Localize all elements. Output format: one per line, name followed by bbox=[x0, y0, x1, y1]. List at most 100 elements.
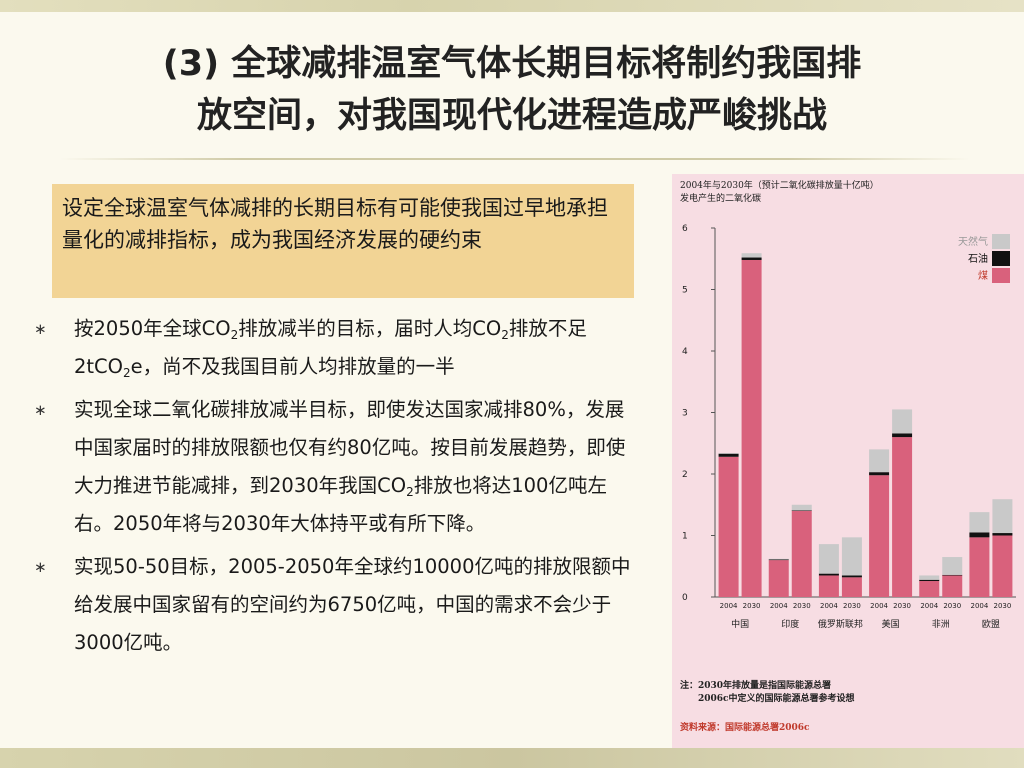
bullet1-sub-c: 2 bbox=[123, 366, 131, 380]
emissions-figure: 2004年与2030年（预计二氧化碳排放量十亿吨） 发电产生的二氧化碳 0 1 2 3… bbox=[672, 174, 1024, 748]
y-tick-label: 2 bbox=[682, 470, 688, 480]
bullet3-text: 实现50-50目标，2005-2050年全球约10000亿吨的排放限额中给发展中… bbox=[74, 555, 631, 654]
figure-note-line-1: 注：2030年排放量是指国际能源总署 bbox=[680, 681, 832, 691]
bullet1-text-d: e，尚不及我国目前人均排放量的一半 bbox=[130, 355, 455, 378]
bar-segment-煤 bbox=[919, 581, 940, 597]
bullet-item-3: ∗ 实现50-50目标，2005-2050年全球约10000亿吨的排放限额中给发… bbox=[30, 548, 640, 662]
bullet-item-2: ∗ 实现全球二氧化碳排放减半目标，即使发达国家减排80%，发展中国家届时的排放限… bbox=[30, 391, 640, 543]
year-tick-label: 2004 bbox=[820, 602, 838, 610]
year-tick-label: 2030 bbox=[943, 602, 961, 610]
legend-swatch bbox=[992, 251, 1010, 266]
bar-segment-天然气 bbox=[718, 453, 739, 454]
legend-label: 煤 bbox=[978, 269, 988, 282]
bar-segment-石油 bbox=[841, 575, 862, 578]
year-tick-label: 2030 bbox=[893, 602, 911, 610]
figure-caption-line-2: 发电产生的二氧化碳 bbox=[680, 194, 762, 204]
category-label: 中国 bbox=[731, 618, 749, 630]
bullet1-text-b: 排放减半的目标，届时人均CO bbox=[238, 317, 502, 340]
category-label: 美国 bbox=[882, 618, 900, 630]
highlight-box: 设定全球温室气体减排的长期目标有可能使我国过早地承担量化的减排指标，成为我国经济… bbox=[52, 184, 634, 298]
bar-segment-煤 bbox=[741, 259, 762, 597]
bullet2-sub-a: 2 bbox=[406, 485, 414, 499]
bar-segment-煤 bbox=[992, 535, 1013, 597]
bar-segment-煤 bbox=[869, 475, 890, 597]
bar-segment-煤 bbox=[818, 575, 839, 597]
year-tick-label: 2030 bbox=[994, 602, 1012, 610]
figure-caption: 2004年与2030年（预计二氧化碳排放量十亿吨） 发电产生的二氧化碳 bbox=[680, 180, 879, 206]
y-tick-label: 4 bbox=[682, 347, 688, 357]
bar-segment-天然气 bbox=[892, 409, 913, 434]
bar-segment-天然气 bbox=[818, 544, 839, 574]
category-label: 非洲 bbox=[932, 618, 950, 630]
emissions-bar-chart: 0 1 2 3 4 5 6 2004 2030 中国 2004 2030 印度 2004 2030 俄罗斯联邦… bbox=[682, 224, 1016, 630]
top-decor-band bbox=[0, 0, 1024, 12]
bar-segment-煤 bbox=[942, 575, 963, 597]
year-tick-label: 2030 bbox=[793, 602, 811, 610]
bullet-list: ∗ 按2050年全球CO2排放减半的目标，届时人均CO2排放不足2tCO2e，尚… bbox=[30, 310, 640, 667]
year-tick-label: 2004 bbox=[920, 602, 938, 610]
bullet-marker-icon: ∗ bbox=[34, 401, 47, 419]
bar-segment-石油 bbox=[992, 533, 1013, 536]
category-label: 欧盟 bbox=[982, 618, 1000, 630]
bar-segment-煤 bbox=[718, 456, 739, 597]
year-tick-label: 2004 bbox=[870, 602, 888, 610]
title-divider bbox=[60, 158, 970, 160]
bar-segment-石油 bbox=[919, 579, 940, 582]
bullet-item-1: ∗ 按2050年全球CO2排放减半的目标，届时人均CO2排放不足2tCO2e，尚… bbox=[30, 310, 640, 386]
category-label: 印度 bbox=[781, 618, 799, 630]
bar-segment-天然气 bbox=[992, 499, 1013, 534]
bar-segment-煤 bbox=[841, 577, 862, 597]
slide-title: (3) 全球减排温室气体长期目标将制约我国排 放空间，对我国现代化进程造成严峻挑… bbox=[40, 38, 984, 142]
figure-caption-line-1: 2004年与2030年（预计二氧化碳排放量十亿吨） bbox=[680, 181, 879, 191]
bar-segment-石油 bbox=[818, 573, 839, 576]
y-tick-label: 3 bbox=[682, 409, 688, 419]
year-tick-label: 2004 bbox=[720, 602, 738, 610]
bullet1-sub-a: 2 bbox=[230, 328, 239, 342]
bar-segment-石油 bbox=[718, 453, 739, 457]
bar-segment-天然气 bbox=[942, 557, 963, 575]
bullet-marker-icon: ∗ bbox=[34, 320, 47, 338]
bar-segment-石油 bbox=[869, 472, 890, 476]
legend-label: 天然气 bbox=[958, 235, 988, 248]
bar-segment-石油 bbox=[942, 574, 963, 576]
bar-segment-石油 bbox=[768, 559, 789, 561]
bottom-decor-band bbox=[0, 748, 1024, 768]
legend-swatch bbox=[992, 268, 1010, 283]
y-tick-label: 1 bbox=[682, 532, 688, 542]
bar-segment-天然气 bbox=[741, 253, 762, 258]
year-tick-label: 2030 bbox=[743, 602, 761, 610]
bar-segment-天然气 bbox=[869, 449, 890, 473]
bullet2-text-b: 排放也将达100亿吨左右。2050年将与2030年大体持平或有所下降。 bbox=[74, 474, 607, 535]
legend-swatch bbox=[992, 234, 1010, 249]
bar-segment-石油 bbox=[969, 532, 990, 538]
year-tick-label: 2004 bbox=[971, 602, 989, 610]
bullet1-text-c: 排放不足2tCO bbox=[74, 317, 587, 378]
bar-segment-天然气 bbox=[919, 575, 940, 580]
legend-label: 石油 bbox=[968, 252, 988, 265]
bullet1-text-a: 按2050年全球CO bbox=[74, 317, 231, 340]
bullet-marker-icon: ∗ bbox=[34, 558, 47, 576]
y-tick-label: 6 bbox=[682, 224, 688, 234]
year-tick-label: 2004 bbox=[770, 602, 788, 610]
title-line-1: (3) 全球减排温室气体长期目标将制约我国排 bbox=[162, 44, 862, 84]
figure-note: 注：2030年排放量是指国际能源总署 2006c中定义的国际能源总署参考设想 bbox=[680, 680, 855, 706]
y-tick-label: 0 bbox=[682, 593, 688, 603]
bar-segment-天然气 bbox=[969, 512, 990, 533]
bullet2-text-a: 实现全球二氧化碳排放减半目标，即使发达国家减排80%，发展中国家届时的排放限额也… bbox=[74, 398, 626, 497]
bar-segment-煤 bbox=[969, 537, 990, 597]
bar-segment-煤 bbox=[768, 560, 789, 597]
bar-segment-石油 bbox=[791, 510, 812, 511]
title-line-2: 放空间，对我国现代化进程造成严峻挑战 bbox=[196, 96, 827, 136]
bar-segment-天然气 bbox=[768, 558, 789, 560]
figure-note-line-2: 2006c中定义的国际能源总署参考设想 bbox=[698, 694, 855, 704]
figure-source: 资料来源：国际能源总署2006c bbox=[680, 723, 810, 733]
bar-segment-石油 bbox=[892, 433, 913, 438]
y-tick-label: 5 bbox=[682, 286, 688, 296]
category-label: 俄罗斯联邦 bbox=[818, 618, 863, 630]
year-tick-label: 2030 bbox=[843, 602, 861, 610]
bar-segment-天然气 bbox=[841, 537, 862, 576]
bar-segment-天然气 bbox=[791, 504, 812, 511]
bar-segment-煤 bbox=[892, 437, 913, 597]
bar-segment-煤 bbox=[791, 510, 812, 597]
bar-segment-石油 bbox=[741, 257, 762, 260]
